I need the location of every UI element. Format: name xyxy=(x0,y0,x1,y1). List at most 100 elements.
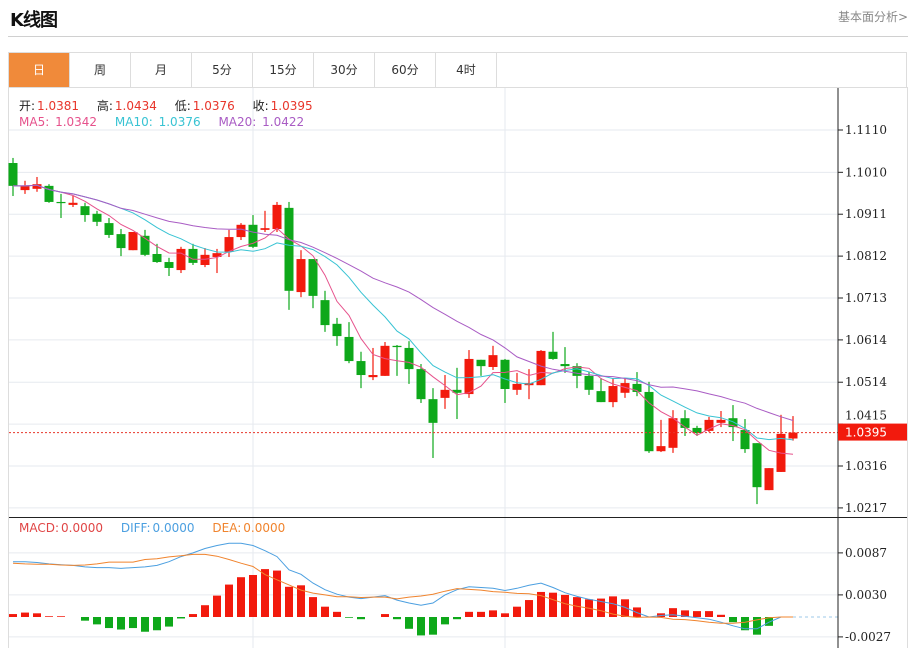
candle xyxy=(752,443,762,505)
tab-4hour[interactable]: 4时 xyxy=(436,53,497,88)
macd-bar xyxy=(429,617,437,635)
macd-bar xyxy=(705,611,713,617)
macd-bar xyxy=(165,617,173,627)
candle-body xyxy=(128,231,138,251)
candle xyxy=(632,372,642,397)
candle xyxy=(236,223,246,241)
macd-bar xyxy=(297,585,305,617)
candle xyxy=(548,331,558,360)
candle-body xyxy=(92,213,102,222)
macd-bar xyxy=(417,617,425,636)
candle xyxy=(644,381,654,453)
ma10-label: MA10: xyxy=(114,115,153,129)
candle-body xyxy=(56,201,66,204)
tab-5min[interactable]: 5分 xyxy=(192,53,253,88)
macd-bar xyxy=(333,611,341,617)
macd-bar xyxy=(273,570,281,617)
candle-body xyxy=(476,359,486,367)
ma20-label: MA20: xyxy=(218,115,257,129)
candle xyxy=(152,243,162,263)
price-tick-label: 1.1010 xyxy=(845,165,887,179)
candle xyxy=(284,201,294,310)
candle-body xyxy=(188,248,198,263)
macd-bar xyxy=(57,616,65,617)
tab-day[interactable]: 日 xyxy=(9,53,70,88)
candle-body xyxy=(404,347,414,370)
candle-body xyxy=(692,427,702,434)
candle-body xyxy=(740,430,750,450)
candle xyxy=(692,425,702,436)
candle-body xyxy=(212,253,222,257)
chart-frame xyxy=(8,87,908,648)
candle xyxy=(464,350,474,398)
macd-bar xyxy=(549,592,557,617)
candle-body xyxy=(632,383,642,392)
candle-body xyxy=(572,366,582,376)
candle-body xyxy=(68,202,78,205)
candle-body xyxy=(512,383,522,390)
candle-body xyxy=(296,259,306,293)
candle xyxy=(356,351,366,389)
price-tick-label: 1.0316 xyxy=(845,459,887,473)
macd-bar xyxy=(237,577,245,617)
candle-body xyxy=(440,389,450,398)
close-value: 1.0395 xyxy=(270,99,313,113)
macd-bar xyxy=(405,617,413,629)
diff-value: 0.0000 xyxy=(152,521,195,535)
candle xyxy=(776,414,786,472)
candle xyxy=(452,367,462,420)
macd-bar xyxy=(381,614,389,617)
candle xyxy=(656,419,666,453)
candle xyxy=(296,250,306,298)
price-tick-label: 1.0415 xyxy=(845,409,887,423)
fundamental-analysis-link[interactable]: 基本面分析> xyxy=(837,10,908,24)
macd-bar xyxy=(345,617,353,618)
macd-bar xyxy=(33,613,41,617)
macd-bar xyxy=(621,599,629,617)
candle xyxy=(704,416,714,433)
candle-body xyxy=(620,383,630,393)
close-label: 收: xyxy=(252,99,269,113)
candle xyxy=(308,259,318,309)
candle-body xyxy=(548,351,558,359)
macd-tick-label: -0.0027 xyxy=(845,630,891,644)
candle-body xyxy=(80,206,90,216)
ma20-value: 1.0422 xyxy=(262,115,305,129)
candle xyxy=(620,377,630,398)
candle-body xyxy=(392,345,402,348)
macd-bar xyxy=(225,584,233,617)
price-axis: 1.1110 1.1010 1.0911 1.0812 1.0713 1.0614 1.05… xyxy=(9,88,907,648)
candle-body xyxy=(644,391,654,452)
candle-body xyxy=(656,446,666,452)
tab-60min[interactable]: 60分 xyxy=(375,53,436,88)
tab-15min[interactable]: 15分 xyxy=(253,53,314,88)
price-tick-label: 1.0713 xyxy=(845,291,887,305)
candle xyxy=(368,347,378,381)
open-label: 开: xyxy=(19,99,36,113)
candle-body xyxy=(20,185,30,191)
macd-bar xyxy=(609,596,617,617)
page-title: K线图 xyxy=(10,10,58,31)
ma-lines xyxy=(9,184,838,455)
candle-body xyxy=(752,443,762,488)
candle-body xyxy=(224,237,234,252)
period-tabs: 日 周 月 5分 15分 30分 60分 4时 xyxy=(8,52,907,88)
tab-week[interactable]: 周 xyxy=(70,53,131,88)
macd-bar xyxy=(465,611,473,617)
macd-bar xyxy=(141,617,149,632)
macd-bar xyxy=(393,617,401,620)
diff-label: DIFF: xyxy=(120,521,151,535)
candle xyxy=(44,184,54,203)
macd-bar xyxy=(261,569,269,617)
candle-body xyxy=(716,419,726,423)
candle-body xyxy=(248,224,258,247)
candle xyxy=(440,375,450,409)
macd-bar xyxy=(681,610,689,617)
macd-bar xyxy=(753,617,761,635)
tab-month[interactable]: 月 xyxy=(131,53,192,88)
candle-body xyxy=(260,228,270,230)
tab-30min[interactable]: 30分 xyxy=(314,53,375,88)
ma20-line xyxy=(13,184,794,421)
candle-body xyxy=(428,399,438,423)
